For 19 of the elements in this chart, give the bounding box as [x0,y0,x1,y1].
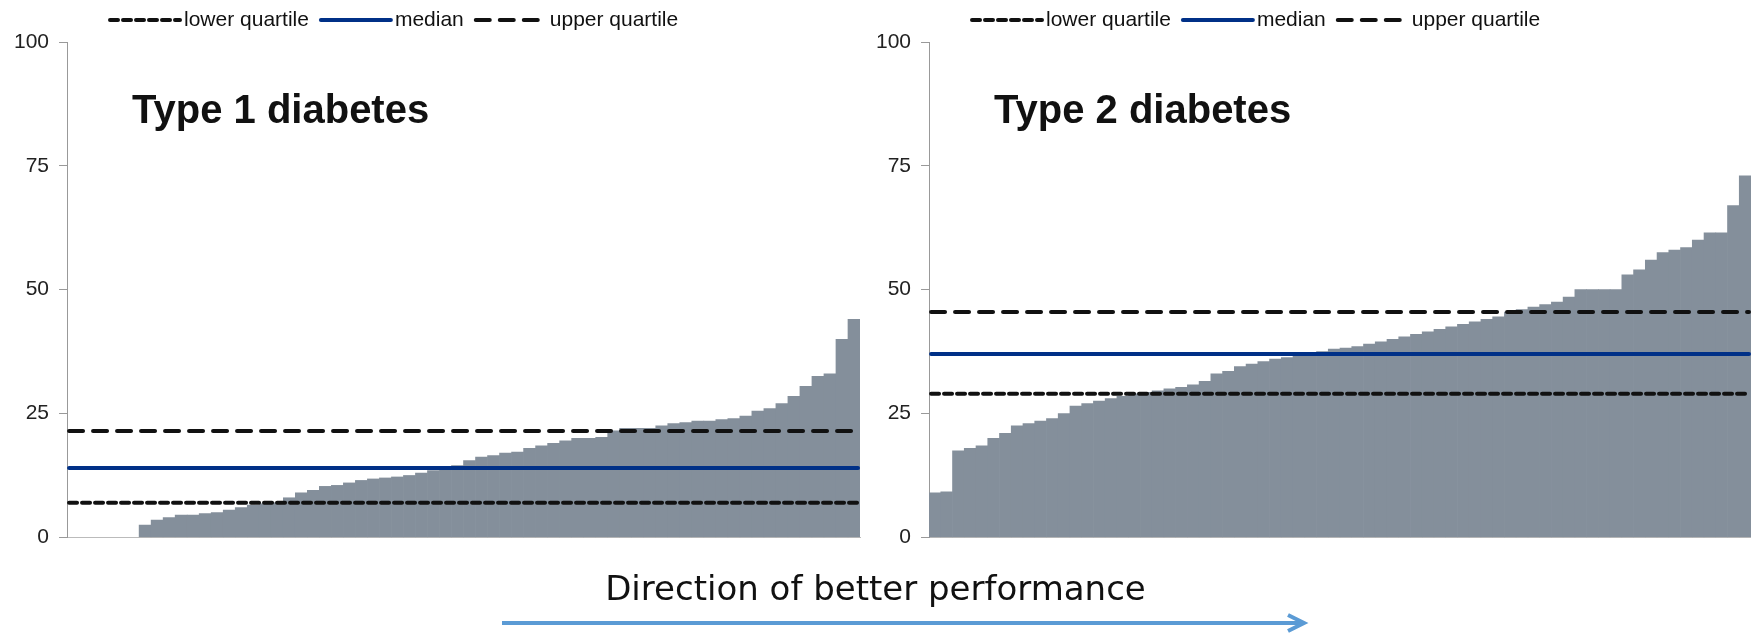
text: Type 1 diabetes [132,87,430,132]
y-tick-label: 50 [887,276,912,300]
y-tick-label: 25 [25,400,50,424]
legend-label: upper quartile [549,6,679,30]
legend-label: lower quartile [184,6,309,30]
y-tick-label: 50 [25,276,50,300]
legend-label: median [1256,6,1326,30]
y-tick-label: 100 [13,28,50,52]
y-tick-label: 100 [875,28,912,52]
y-tick-label: 0 [37,524,50,548]
legend-label: lower quartile [1046,6,1171,30]
y-tick-label: 25 [887,400,912,424]
y-tick-label: 75 [25,152,50,176]
text: Direction of better performance [605,568,1146,608]
y-tick-label: 75 [887,152,912,176]
y-tick-label: 0 [899,524,912,548]
text: Type 2 diabetes [994,87,1292,132]
legend-label: median [394,6,464,30]
legend-label: upper quartile [1411,6,1541,30]
